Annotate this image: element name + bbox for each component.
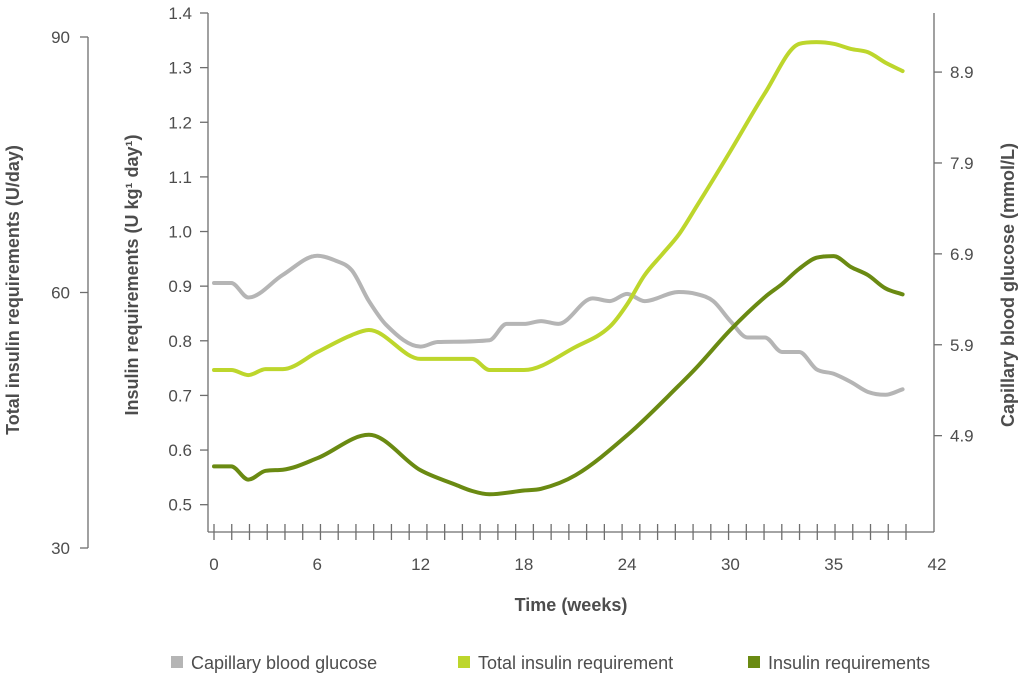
outer-y-tick-label: 90 <box>51 28 70 47</box>
legend-swatch <box>171 656 183 668</box>
inner-y-tick-label: 1.3 <box>168 59 192 78</box>
right-y-tick-label: 8.9 <box>950 63 974 82</box>
right-axis: 4.9 5.9 6.9 7.9 8.9 Capillary blood glucose … <box>933 13 1018 532</box>
x-tick-label: 35 <box>824 555 843 574</box>
x-tick-label: 24 <box>618 555 637 574</box>
series-line-insulin-requirements <box>212 254 905 497</box>
inner-left-axis-label: Insulin requirements (U kg¹ day¹) <box>122 134 142 415</box>
right-axis-label: Capillary blood glucose (mmol/L) <box>998 143 1018 427</box>
legend: Capillary blood glucose Total insulin req… <box>171 653 930 673</box>
series-layer <box>212 40 905 497</box>
legend-swatch <box>458 656 470 668</box>
outer-y-tick-label: 30 <box>51 539 70 558</box>
series-line-total-insulin-requirement <box>212 40 905 378</box>
inner-y-tick-label: 1.4 <box>168 4 192 23</box>
inner-left-axis-ticks: 0.5 0.6 0.7 0.8 0.9 1.0 1.1 1.2 1.3 1.4 <box>168 4 208 515</box>
x-tick-label: 0 <box>209 555 218 574</box>
x-tick-label: 12 <box>411 555 430 574</box>
right-y-tick-label: 6.9 <box>950 245 974 264</box>
x-axis-label: Time (weeks) <box>515 595 628 615</box>
x-axis-ticks: 0 6 12 18 24 30 35 42 <box>209 524 946 574</box>
x-tick-label: 18 <box>514 555 533 574</box>
outer-left-axis: 30 60 90 Total insulin requirements (U/day… <box>3 28 89 558</box>
inner-y-tick-label: 1.2 <box>168 113 192 132</box>
right-axis-ticks: 4.9 5.9 6.9 7.9 8.9 <box>934 63 974 446</box>
x-tick-label: 30 <box>721 555 740 574</box>
legend-label: Capillary blood glucose <box>191 653 377 673</box>
right-y-tick-label: 5.9 <box>950 336 974 355</box>
outer-left-axis-label: Total insulin requirements (U/day) <box>3 145 23 435</box>
right-y-tick-label: 7.9 <box>950 154 974 173</box>
inner-y-tick-label: 0.7 <box>168 386 192 405</box>
inner-y-tick-label: 0.9 <box>168 277 192 296</box>
legend-label: Total insulin requirement <box>478 653 673 673</box>
x-tick-label: 6 <box>313 555 322 574</box>
inner-y-tick-label: 0.5 <box>168 496 192 515</box>
legend-swatch <box>748 656 760 668</box>
inner-left-axis: 0.5 0.6 0.7 0.8 0.9 1.0 1.1 1.2 1.3 1.4 Insulin r… <box>122 4 209 532</box>
outer-y-tick-label: 60 <box>51 284 70 303</box>
x-axis: 0 6 12 18 24 30 35 42 Time (weeks) <box>208 524 946 615</box>
x-tick-label: 42 <box>928 555 947 574</box>
right-y-tick-label: 4.9 <box>950 427 974 446</box>
inner-y-tick-label: 0.6 <box>168 441 192 460</box>
outer-left-axis-ticks: 30 60 90 <box>51 28 88 558</box>
series-line-capillary-blood-glucose <box>212 253 905 397</box>
legend-label: Insulin requirements <box>768 653 930 673</box>
inner-y-tick-label: 1.1 <box>168 168 192 187</box>
inner-y-tick-label: 1.0 <box>168 223 192 242</box>
inner-y-tick-label: 0.8 <box>168 332 192 351</box>
